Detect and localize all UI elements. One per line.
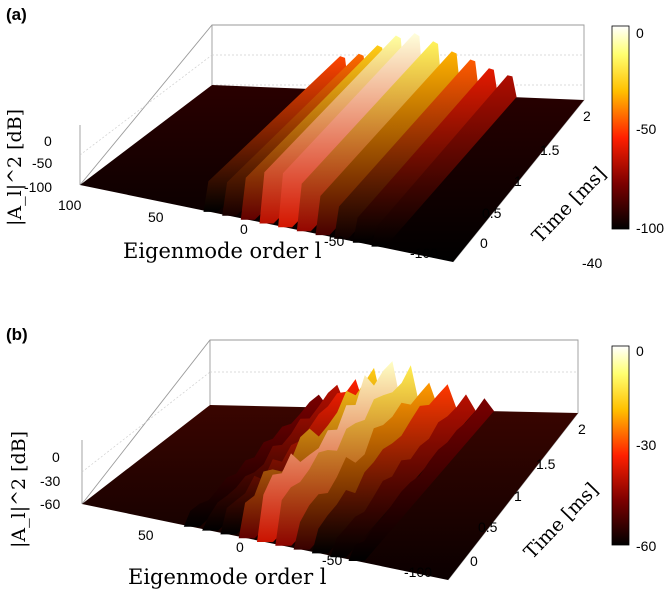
y-tick: 0.5 [478,519,498,535]
panel-a-label: (a) [6,5,27,24]
panel-a-y-ticks: 0 0.5 1 1.5 2 [480,108,591,251]
colorbar-tick: 0 [636,343,644,359]
x-tick: 0 [240,221,248,237]
x-tick: 0 [236,539,244,555]
z-tick: -60 [40,496,60,512]
ridge-mode--30 [315,51,461,236]
x-tick: 50 [148,209,164,225]
colorbar-tick: -50 [636,121,656,137]
panel-b-colorbar [611,345,630,546]
panel-b-ridges [183,361,494,561]
ridge-mode--40 [334,59,480,239]
panel-b-label: (b) [6,325,28,344]
x-tick: -50 [324,233,344,249]
ridge-mode--50 [352,68,498,243]
ridge-mode-40 [183,394,329,527]
x-tick: 100 [58,197,82,213]
y-tick: 2 [578,421,586,437]
panel-b-x-ticks: 50 0 -50 -100 [138,527,432,580]
z-tick: -50 [32,155,52,171]
panel-b-y-ticks: 0 0.5 1 1.5 2 [470,421,586,569]
panel-b-z-ticks: 0 -30 -60 [40,449,60,512]
ridge-mode--60 [371,75,517,247]
colorbar-tick: 0 [636,25,644,41]
colorbar-tick: -60 [636,538,656,554]
y-tick: 1 [514,488,522,504]
y-tick: 1.5 [540,142,560,158]
panel-a: (a) 0 -50 -100 100 50 0 -50 -100 [4,5,664,271]
y-tick: 1 [514,173,522,189]
ridge-mode--40 [330,394,476,558]
ridge-mode--20 [293,382,439,550]
ridge-mode--50 [348,398,494,561]
z-tick: -100 [24,179,52,195]
ridge-mode--10 [275,365,421,546]
x-tick: -50 [322,552,342,568]
panel-b-zlabel: |A_l|^2 [dB] [8,431,30,548]
z-tick: 0 [44,133,52,149]
y-tick: 0 [480,235,488,251]
panel-a-ridges [203,33,517,247]
panel-a-x-ticks: 100 50 0 -50 -100 [58,197,438,261]
y-tick: 2 [583,108,591,124]
x-tick: -100 [404,564,432,580]
y-tick: 0.5 [482,205,502,221]
panel-a-z-ticks: 0 -50 -100 [24,133,52,195]
ridge-mode-30 [202,384,347,531]
ridge-mode--30 [311,384,458,554]
z-tick: -30 [40,473,60,489]
panel-a-colorbar [611,25,630,230]
colorbar-tick: -100 [636,220,664,236]
panel-b-xlabel: Eigenmode order l [128,565,327,589]
colorbar-tick: -30 [636,437,656,453]
x-tick: 50 [138,527,154,543]
y-tick: 0 [470,553,478,569]
panel-b-ylabel: Time [ms] [520,479,603,564]
panel-a-ylabel: Time [ms] [528,163,611,248]
colorbar-extra-label: -40 [582,255,602,271]
panel-a-zlabel: |A_l|^2 [dB] [4,109,26,226]
z-tick: 0 [52,449,60,465]
panel-a-xlabel: Eigenmode order l [123,239,322,263]
y-tick: 1.5 [536,456,556,472]
x-tick: -100 [410,245,438,261]
panel-b: (b) 0 -30 -60 50 0 -50 -100 0 0.5 1 1.5 … [6,325,656,589]
